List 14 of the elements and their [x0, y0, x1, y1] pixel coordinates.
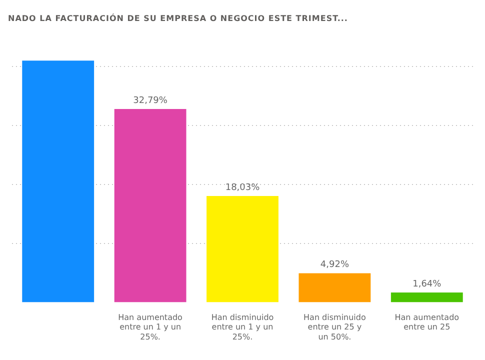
x-tick-label: Han aumentado entre un 25: [394, 313, 460, 332]
data-label: 1,64%: [412, 279, 442, 290]
data-label: 4,92%: [320, 260, 350, 270]
data-label: 32,79%: [133, 96, 168, 106]
x-tick-label: Han disminuido entre un 25 y un 50%.: [304, 313, 366, 342]
bar: [114, 108, 186, 302]
bar: [206, 196, 278, 302]
x-tick-label: Han aumentado entre un 1 y un 25%.: [118, 313, 183, 342]
data-label: 18,03%: [225, 182, 260, 193]
chart-title: NADO LA FACTURACIÓN DE SU EMPRESA O NEGOCIO ESTE TRIMEST...: [8, 12, 349, 25]
x-tick-label: Han disminuido entre un 1 y un 25%.: [211, 313, 274, 342]
bar: [390, 292, 463, 302]
bar: [22, 60, 94, 302]
bar: [298, 273, 371, 302]
